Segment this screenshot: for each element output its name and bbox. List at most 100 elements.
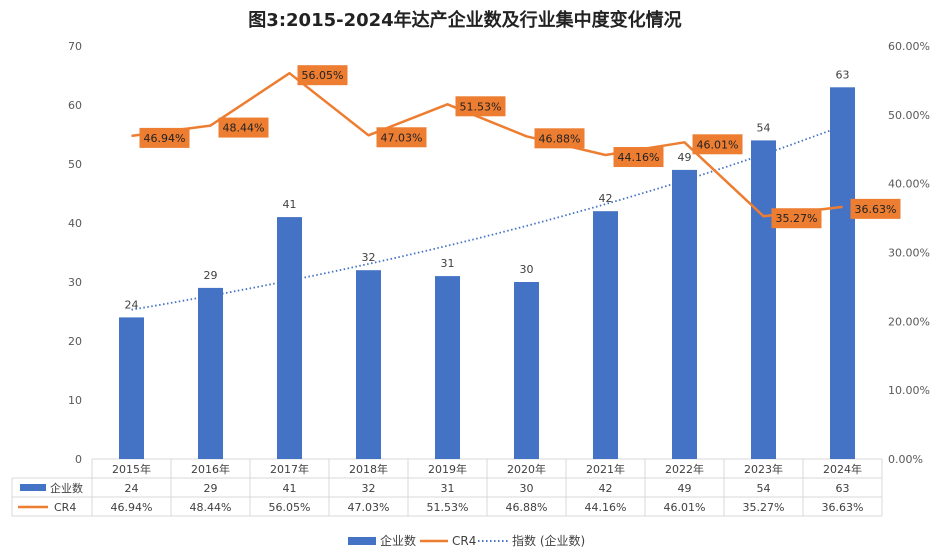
cr4-label-box (376, 127, 427, 148)
cr4-label-text: 36.63% (855, 203, 897, 216)
x-tick-label: 2020年 (507, 462, 546, 476)
cr4-label: 36.63% (850, 198, 901, 219)
x-tick-label: 2022年 (665, 462, 704, 476)
x-tick-label: 2023年 (744, 462, 783, 476)
trendline (131, 125, 843, 311)
cr4-label: 48.44% (218, 117, 269, 138)
legend-label: 企业数 (380, 533, 416, 548)
table-cell: 30 (520, 482, 534, 495)
table-cell: 47.03% (348, 501, 390, 514)
y-right-tick-label: 10.00% (888, 384, 930, 397)
table-cell: 24 (125, 482, 139, 495)
cr4-label: 46.88% (534, 128, 585, 149)
bar (751, 140, 776, 459)
y-left-tick-label: 10 (68, 394, 82, 407)
cr4-label-box (218, 117, 269, 138)
table-cell: 46.88% (506, 501, 548, 514)
y-left-tick-label: 70 (68, 40, 82, 53)
table-cell: 46.94% (111, 501, 153, 514)
cr4-label-text: 51.53% (460, 100, 502, 113)
data-table: 2015年 2016年 2017年 2018年 2019年 2020年 2021年 2022年… (11, 459, 883, 517)
cr4-label: 51.53% (455, 96, 506, 117)
table-cell: 51.53% (427, 501, 469, 514)
bar-value-label: 63 (836, 68, 850, 81)
bar (672, 169, 697, 459)
cr4-label: 47.03% (376, 127, 427, 148)
x-tick-label: 2016年 (191, 462, 230, 476)
table-cell: 44.16% (585, 501, 627, 514)
table-cell: 31 (441, 482, 455, 495)
bar (119, 317, 144, 459)
y-left-tick-label: 60 (68, 99, 82, 112)
cr4-line (131, 71, 843, 218)
bar-value-label: 29 (204, 269, 218, 282)
cr4-label-text: 47.03% (381, 131, 423, 144)
bar (356, 270, 381, 459)
legend-label: CR4 (452, 534, 476, 548)
table-cell: 32 (362, 482, 376, 495)
cr4-label-box (771, 208, 822, 229)
cr4-label-box (613, 147, 664, 168)
cr4-label-text: 35.27% (776, 212, 818, 225)
table-cell: 35.27% (743, 501, 785, 514)
table-cell: 63 (836, 482, 850, 495)
table-cell: 54 (757, 482, 771, 495)
legend-label: 指数 (企业数) (512, 533, 585, 548)
x-tick-label: 2018年 (349, 462, 388, 476)
legend: 企业数 CR4 指数 (企业数) (348, 533, 585, 548)
table-cell: 29 (204, 482, 218, 495)
line-data-labels: 46.94% 48.44% 56.05% 47.03% 51.53% 46.88% 44.1… (139, 65, 901, 229)
cr4-label: 46.01% (692, 134, 743, 155)
y-right-tick-label: 40.00% (888, 178, 930, 191)
cr4-label-text: 46.88% (539, 132, 581, 145)
bar-value-label: 42 (599, 192, 613, 205)
x-tick-label: 2017年 (270, 462, 309, 476)
cr4-label-box (297, 65, 348, 86)
table-cell: 41 (283, 482, 297, 495)
cr4-label-box (534, 128, 585, 149)
cr4-label: 46.94% (139, 127, 190, 148)
chart-title: 图3:2015-2024年达产企业数及行业集中度变化情况 (248, 10, 682, 31)
bar (830, 87, 855, 460)
bar (593, 211, 618, 459)
bar (435, 276, 460, 459)
table-cell: 48.44% (190, 501, 232, 514)
table-row-label: CR4 (54, 501, 76, 514)
y-left-tick-label: 0 (75, 453, 82, 466)
y-right-tick-label: 0.00% (888, 453, 923, 466)
x-tick-label: 2024年 (823, 462, 862, 476)
bar-value-label: 49 (678, 151, 692, 164)
bar-series (119, 87, 855, 460)
bar (198, 287, 223, 459)
table-legend-key-bar (20, 484, 46, 491)
bar-value-label: 54 (757, 121, 771, 134)
cr4-label-box (692, 134, 743, 155)
cr4-label-text: 56.05% (302, 69, 344, 82)
table-cell: 42 (599, 482, 613, 495)
y-left-tick-label: 30 (68, 276, 82, 289)
table-row-label: 企业数 (50, 481, 83, 495)
bar-data-labels: 24 29 41 32 31 30 42 49 54 63 (125, 68, 850, 311)
cr4-label-text: 46.94% (144, 132, 186, 145)
y-left-tick-label: 50 (68, 158, 82, 171)
axes: 0 10 20 30 40 50 60 70 0.00% 10.00% 20.00% 30.00% 40… (68, 40, 930, 466)
y-right-tick-label: 60.00% (888, 40, 930, 53)
table-cell: 56.05% (269, 501, 311, 514)
cr4-label-box (139, 127, 190, 148)
table-cell: 46.01% (664, 501, 706, 514)
cr4-label: 35.27% (771, 208, 822, 229)
y-right-tick-label: 30.00% (888, 247, 930, 260)
x-tick-label: 2021年 (586, 462, 625, 476)
bar-value-label: 32 (362, 251, 376, 264)
bar-value-label: 31 (441, 257, 455, 270)
x-tick-label: 2015年 (112, 462, 151, 476)
cr4-label: 44.16% (613, 147, 664, 168)
x-tick-label: 2019年 (428, 462, 467, 476)
legend-key-bar (348, 537, 376, 545)
cr4-label: 56.05% (297, 65, 348, 86)
cr4-line-series (131, 71, 843, 218)
cr4-label-text: 48.44% (223, 122, 265, 135)
y-right-tick-label: 50.00% (888, 109, 930, 122)
cr4-label-text: 44.16% (618, 151, 660, 164)
